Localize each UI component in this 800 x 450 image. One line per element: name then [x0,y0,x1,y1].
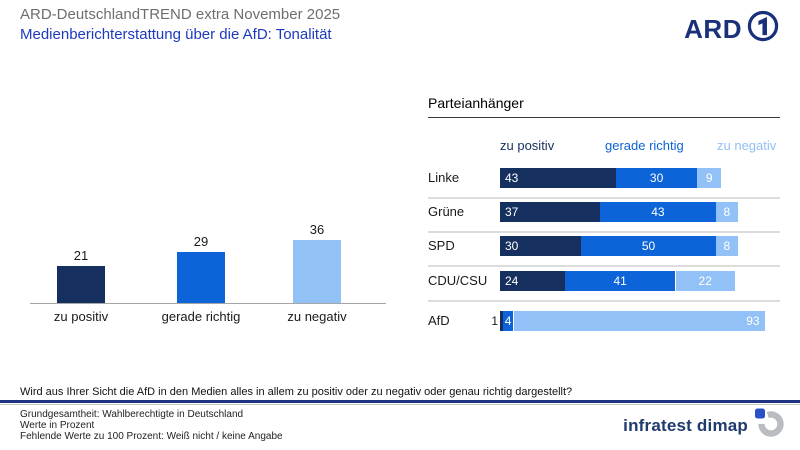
ard-logo: ARD [684,8,782,51]
segment [500,311,503,331]
bar-zu-negativ [293,240,341,303]
ard-wordmark: ARD [684,14,742,44]
row-separator [428,196,780,199]
segment: 41 [564,271,676,291]
party-label-AfD: AfD [428,313,450,328]
segment: 43 [599,202,716,222]
footnote-line: Grundgesamtheit: Wahlberechtigte in Deut… [20,409,244,420]
infratest-dimap-wordmark: infratest dimap [623,415,748,435]
segment: 8 [716,236,738,256]
divider-rule [0,400,800,403]
bar-label: zu negativ [287,309,347,324]
segment: 4 [502,311,514,331]
party-label-Linke: Linke [428,170,460,185]
infratest-dimap-icon [754,408,784,443]
segment: 37 [500,202,600,222]
party-rows: Linke 43 30 9 Grüne 37 43 8 SPD 30 50 8 CDU/CSU 24 41 2… [428,95,780,340]
footnote-line: Fehlende Werte zu 100 Prozent: Weiß nich… [20,431,283,442]
legend-zu-positiv: zu positiv [500,138,555,153]
party-label-Grne: Grüne [428,204,465,219]
segment: 30 [500,236,581,256]
footnote-line: Werte in Prozent [20,420,95,431]
legend-gerade-richtig: gerade richtig [605,138,684,153]
segment: 22 [675,271,735,291]
segment: 30 [616,168,698,188]
page-title: Medienberichterstattung über die AfD: To… [20,26,332,43]
bar-value: 36 [309,222,325,237]
segment: 24 [500,271,565,291]
bar-gerade-richtig [177,252,225,303]
footnotes: Grundgesamtheit: Wahlberechtigte in Deut… [20,409,283,442]
bar-value: 29 [193,234,209,249]
segment: 8 [716,202,738,222]
row-separator [428,265,780,267]
title-underline [428,117,780,118]
segment: 9 [697,168,722,188]
party-label-SPD: SPD [428,238,455,253]
segment-value-outside: 1 [491,314,498,328]
survey-question: Wird aus Ihrer Sicht die AfD in den Medi… [20,386,573,398]
segment: 50 [581,236,716,256]
segment: 93 [513,311,765,331]
party-label-CDUCSU: CDU/CSU [428,273,488,288]
bar-label: zu positiv [53,309,109,324]
tonality-bar-chart: 21 zu positiv 29 gerade richtig 36 zu negativ [30,223,386,324]
divider-rule-shadow [0,404,800,405]
row-separator [428,299,780,302]
ard-one-icon [744,8,782,51]
row-separator [428,230,780,233]
bar-value: 21 [73,248,89,263]
legend-zu-negativ: zu negativ [717,138,777,153]
bar-label: gerade richtig [161,309,241,324]
infratest-dimap-logo: infratest dimap [623,408,784,443]
bar-zu-positiv [57,266,105,303]
party-stacked-chart: Parteianhänger zu positiv gerade richtig… [428,95,780,340]
party-chart-title: Parteianhänger [428,95,524,111]
segment: 43 [500,168,617,188]
survey-supertitle: ARD-DeutschlandTREND extra November 2025 [20,6,341,23]
